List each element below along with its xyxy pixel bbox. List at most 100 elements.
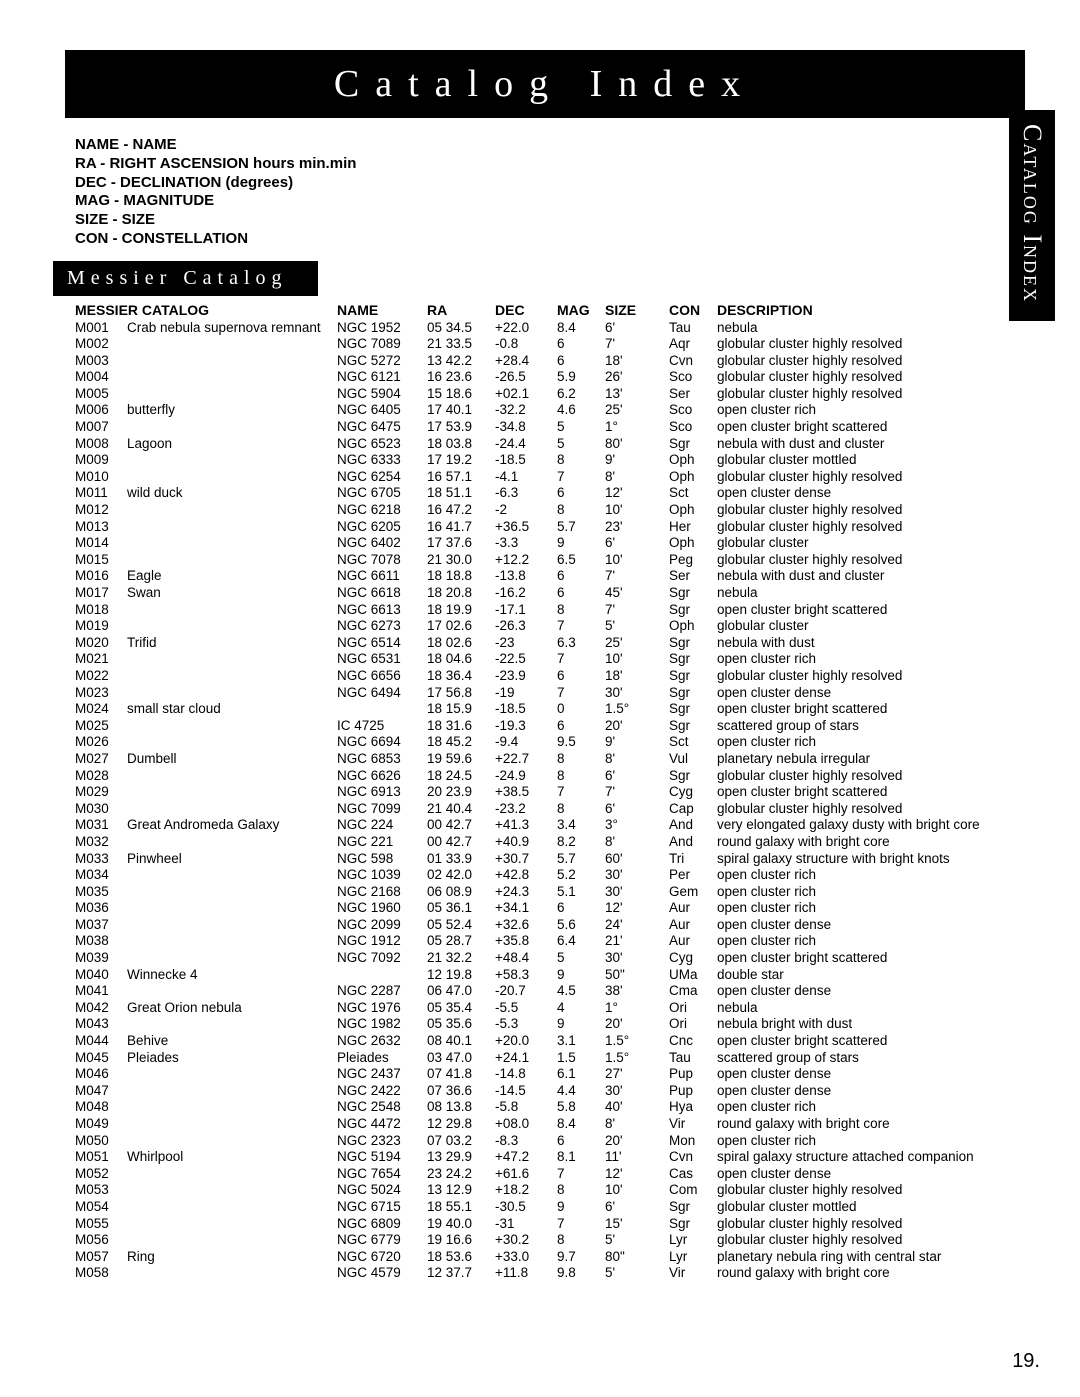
cell-id: M027: [75, 751, 127, 768]
cell-name: NGC 6656: [337, 668, 427, 685]
cell-cat: [127, 1016, 337, 1033]
cell-name: NGC 6514: [337, 635, 427, 652]
cell-dec: -34.8: [495, 419, 557, 436]
cell-ra: 18 53.6: [427, 1249, 495, 1266]
cell-ra: 17 37.6: [427, 535, 495, 552]
cell-size: 1.5°: [605, 1050, 669, 1067]
cell-cat: Ring: [127, 1249, 337, 1266]
cell-ra: 18 51.1: [427, 485, 495, 502]
cell-mag: 6.5: [557, 552, 605, 569]
header-dec: DEC: [495, 302, 557, 318]
cell-id: M008: [75, 436, 127, 453]
cell-size: 7': [605, 336, 669, 353]
cell-size: 8': [605, 1116, 669, 1133]
cell-dec: -3.3: [495, 535, 557, 552]
cell-cat: Lagoon: [127, 436, 337, 453]
cell-desc: open cluster bright scattered: [717, 950, 1025, 967]
cell-mag: 4.5: [557, 983, 605, 1000]
cell-desc: open cluster dense: [717, 983, 1025, 1000]
cell-size: 30': [605, 1083, 669, 1100]
table-row: M058NGC 457912 37.7+11.89.85'Virround ga…: [75, 1265, 1025, 1282]
cell-con: Sgr: [669, 768, 717, 785]
cell-con: Sco: [669, 402, 717, 419]
cell-mag: 8.4: [557, 320, 605, 337]
cell-desc: double star: [717, 967, 1025, 984]
cell-mag: 4.4: [557, 1083, 605, 1100]
cell-mag: 8: [557, 452, 605, 469]
cell-name: NGC 2632: [337, 1033, 427, 1050]
cell-mag: 8: [557, 502, 605, 519]
table-row: M054NGC 671518 55.1-30.596'Sgrglobular c…: [75, 1199, 1025, 1216]
cell-con: Ser: [669, 386, 717, 403]
cell-con: Oph: [669, 618, 717, 635]
cell-id: M035: [75, 884, 127, 901]
cell-size: 15': [605, 1216, 669, 1233]
cell-id: M034: [75, 867, 127, 884]
header-ra: RA: [427, 302, 495, 318]
cell-mag: 6.4: [557, 933, 605, 950]
cell-desc: spiral galaxy structure attached compani…: [717, 1149, 1025, 1166]
cell-ra: 00 42.7: [427, 817, 495, 834]
table-row: M053NGC 502413 12.9+18.2810'Comglobular …: [75, 1182, 1025, 1199]
cell-name: NGC 2422: [337, 1083, 427, 1100]
cell-id: M013: [75, 519, 127, 536]
cell-mag: 9.8: [557, 1265, 605, 1282]
cell-cat: [127, 784, 337, 801]
cell-id: M004: [75, 369, 127, 386]
cell-mag: 5: [557, 950, 605, 967]
cell-con: Lyr: [669, 1232, 717, 1249]
legend-line: SIZE - SIZE: [75, 211, 1025, 230]
cell-dec: +32.6: [495, 917, 557, 934]
cell-name: [337, 701, 427, 718]
cell-ra: 13 12.9: [427, 1182, 495, 1199]
cell-con: Sgr: [669, 436, 717, 453]
cell-ra: 06 47.0: [427, 983, 495, 1000]
table-row: M017SwanNGC 661818 20.8-16.2645'Sgrnebul…: [75, 585, 1025, 602]
cell-name: NGC 6715: [337, 1199, 427, 1216]
cell-dec: +02.1: [495, 386, 557, 403]
cell-ra: 06 08.9: [427, 884, 495, 901]
cell-desc: globular cluster highly resolved: [717, 369, 1025, 386]
cell-name: NGC 6531: [337, 651, 427, 668]
cell-desc: scattered group of stars: [717, 718, 1025, 735]
cell-desc: planetary nebula ring with central star: [717, 1249, 1025, 1266]
table-row: M018NGC 661318 19.9-17.187'Sgropen clust…: [75, 602, 1025, 619]
table-row: M011wild duckNGC 670518 51.1-6.3612'Scto…: [75, 485, 1025, 502]
cell-ra: 17 19.2: [427, 452, 495, 469]
cell-con: UMa: [669, 967, 717, 984]
cell-name: IC 4725: [337, 718, 427, 735]
cell-dec: +34.1: [495, 900, 557, 917]
cell-dec: +38.5: [495, 784, 557, 801]
table-row: M055NGC 680919 40.0-31715'Sgrglobular cl…: [75, 1216, 1025, 1233]
cell-desc: open cluster dense: [717, 1066, 1025, 1083]
cell-name: NGC 6779: [337, 1232, 427, 1249]
cell-con: Vir: [669, 1265, 717, 1282]
cell-cat: [127, 1133, 337, 1150]
cell-mag: 8: [557, 768, 605, 785]
cell-mag: 8: [557, 801, 605, 818]
table-row: M044BehiveNGC 263208 40.1+20.03.11.5°Cnc…: [75, 1033, 1025, 1050]
cell-cat: [127, 469, 337, 486]
cell-cat: Whirlpool: [127, 1149, 337, 1166]
cell-size: 9': [605, 734, 669, 751]
table-header: MESSIER CATALOG NAME RA DEC MAG SIZE CON…: [65, 298, 1025, 320]
cell-size: 30': [605, 950, 669, 967]
cell-cat: [127, 768, 337, 785]
cell-ra: 08 13.8: [427, 1099, 495, 1116]
cell-id: M058: [75, 1265, 127, 1282]
cell-mag: 5.2: [557, 867, 605, 884]
cell-desc: globular cluster: [717, 618, 1025, 635]
cell-mag: 5.6: [557, 917, 605, 934]
legend-line: MAG - MAGNITUDE: [75, 192, 1025, 211]
cell-dec: -0.8: [495, 336, 557, 353]
cell-id: M024: [75, 701, 127, 718]
cell-dec: +11.8: [495, 1265, 557, 1282]
cell-dec: +36.5: [495, 519, 557, 536]
cell-id: M041: [75, 983, 127, 1000]
table-row: M013NGC 620516 41.7+36.55.723'Herglobula…: [75, 519, 1025, 536]
cell-desc: globular cluster highly resolved: [717, 519, 1025, 536]
cell-name: NGC 1960: [337, 900, 427, 917]
cell-id: M052: [75, 1166, 127, 1183]
cell-name: [337, 967, 427, 984]
cell-dec: +12.2: [495, 552, 557, 569]
